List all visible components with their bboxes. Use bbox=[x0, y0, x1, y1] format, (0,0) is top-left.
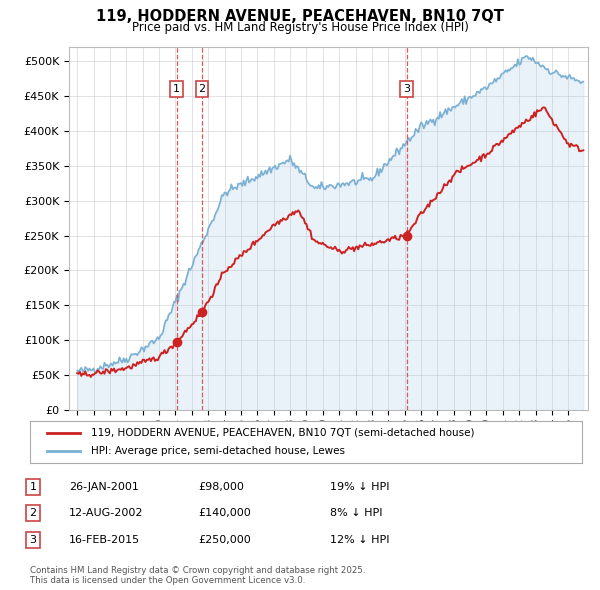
Text: 3: 3 bbox=[403, 84, 410, 94]
Text: 12% ↓ HPI: 12% ↓ HPI bbox=[330, 535, 389, 545]
Text: Contains HM Land Registry data © Crown copyright and database right 2025.
This d: Contains HM Land Registry data © Crown c… bbox=[30, 566, 365, 585]
Text: HPI: Average price, semi-detached house, Lewes: HPI: Average price, semi-detached house,… bbox=[91, 446, 345, 456]
Text: 119, HODDERN AVENUE, PEACEHAVEN, BN10 7QT: 119, HODDERN AVENUE, PEACEHAVEN, BN10 7Q… bbox=[96, 9, 504, 24]
Text: 12-AUG-2002: 12-AUG-2002 bbox=[69, 509, 143, 518]
Text: 1: 1 bbox=[29, 482, 37, 491]
Text: 119, HODDERN AVENUE, PEACEHAVEN, BN10 7QT (semi-detached house): 119, HODDERN AVENUE, PEACEHAVEN, BN10 7Q… bbox=[91, 428, 474, 438]
Text: 2: 2 bbox=[29, 509, 37, 518]
Text: Price paid vs. HM Land Registry's House Price Index (HPI): Price paid vs. HM Land Registry's House … bbox=[131, 21, 469, 34]
Text: £250,000: £250,000 bbox=[198, 535, 251, 545]
Text: 3: 3 bbox=[29, 535, 37, 545]
Text: 8% ↓ HPI: 8% ↓ HPI bbox=[330, 509, 383, 518]
Text: 1: 1 bbox=[173, 84, 180, 94]
Text: £98,000: £98,000 bbox=[198, 482, 244, 491]
Text: 2: 2 bbox=[199, 84, 206, 94]
Text: 16-FEB-2015: 16-FEB-2015 bbox=[69, 535, 140, 545]
Text: 19% ↓ HPI: 19% ↓ HPI bbox=[330, 482, 389, 491]
Text: £140,000: £140,000 bbox=[198, 509, 251, 518]
Text: 26-JAN-2001: 26-JAN-2001 bbox=[69, 482, 139, 491]
